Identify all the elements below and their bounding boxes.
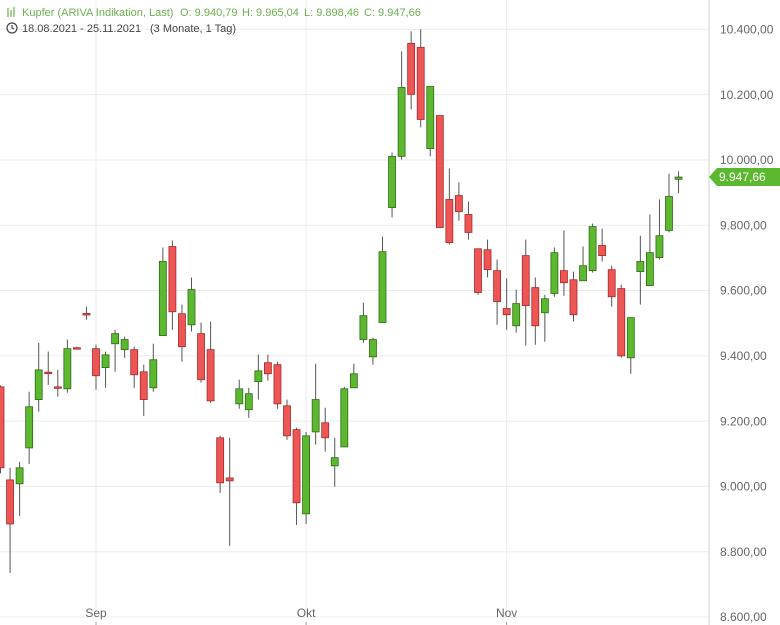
candle-body: [63, 348, 72, 390]
candle-body: [197, 333, 205, 381]
candle-body: [206, 349, 215, 402]
candle-body: [139, 371, 148, 400]
x-tick-label: Nov: [496, 606, 517, 620]
candle-body: [92, 348, 100, 377]
last-price-badge: [709, 168, 780, 187]
y-tick-label: 9.000,00: [720, 480, 767, 494]
clock-icon: [6, 22, 18, 34]
candle-body: [178, 313, 186, 348]
candle-body: [73, 347, 81, 350]
ohlc-label: C: 9.947,66: [364, 7, 421, 19]
candle-body: [120, 339, 129, 351]
y-tick-label: 9.400,00: [720, 349, 767, 363]
candle-body: [550, 252, 559, 294]
chart-title: Kupfer (ARIVA Indikation, Last): [22, 7, 173, 19]
candle-body: [25, 406, 34, 449]
candle-body: [254, 370, 263, 383]
candle-body: [579, 265, 587, 282]
x-tick-label: Okt: [297, 606, 316, 620]
candle-body: [44, 371, 53, 375]
candle-body: [158, 261, 167, 336]
candle-body: [330, 457, 339, 467]
y-tick-label: 10.200,00: [720, 88, 774, 102]
y-tick-label: 8.600,00: [720, 610, 767, 624]
candle-body: [369, 339, 377, 358]
candle-body: [416, 46, 425, 120]
candle-body: [149, 359, 158, 389]
candle-body: [302, 435, 311, 515]
candle-body: [359, 315, 368, 340]
candle-body: [464, 214, 473, 233]
y-tick-label: 9.600,00: [720, 284, 767, 298]
candle-body: [607, 269, 616, 298]
x-tick-label: Sep: [85, 606, 107, 620]
candle-body: [168, 246, 177, 313]
candle-body: [15, 467, 24, 485]
candle-body: [636, 261, 645, 273]
y-tick-label: 10.400,00: [720, 23, 774, 37]
period: (3 Monate, 1 Tag): [150, 23, 236, 35]
y-tick-label: 9.800,00: [720, 218, 767, 232]
candle-body: [225, 477, 234, 482]
candle-body: [435, 115, 444, 228]
candle-body: [321, 422, 330, 439]
candle-body: [187, 289, 196, 326]
candle-body: [493, 270, 502, 303]
subtitle: 18.08.2021 - 25.11.2021: [22, 23, 141, 35]
candle-body: [6, 479, 14, 525]
candle-body: [674, 176, 683, 180]
candle-body: [512, 303, 521, 327]
candle-body: [378, 251, 387, 323]
candle-body: [445, 199, 454, 243]
candle-body: [349, 373, 358, 389]
candle-body: [646, 252, 654, 287]
candle-body: [130, 349, 139, 376]
candle-body: [397, 87, 406, 157]
candle-body: [53, 386, 62, 389]
candle-body: [454, 195, 463, 212]
candle-body: [82, 312, 91, 316]
last-price-label: 9.947,66: [719, 170, 766, 184]
candle-body: [540, 298, 549, 314]
candle-body: [292, 429, 301, 504]
header-icon: [7, 7, 15, 17]
ohlc-label: H: 9.965,04: [242, 7, 299, 19]
candle-body: [588, 226, 597, 272]
candle-body: [273, 364, 282, 405]
candle-body: [655, 235, 664, 258]
candle-body: [531, 287, 540, 327]
candle-body: [216, 437, 225, 484]
candle-body: [502, 308, 511, 316]
ohlc-label: O: 9.940,79: [180, 7, 238, 19]
y-tick-label: 8.800,00: [720, 545, 767, 559]
ohlc-label: L: 9.898,46: [304, 7, 359, 19]
candle-body: [101, 354, 110, 368]
candle-body: [311, 399, 320, 433]
candle-body: [244, 393, 253, 411]
candle-body: [426, 86, 435, 149]
y-tick-label: 10.000,00: [720, 153, 774, 167]
candle-body: [665, 196, 673, 231]
candle-body: [569, 279, 578, 316]
candle-body: [474, 248, 482, 293]
candle-body: [0, 386, 5, 469]
candle-body: [263, 362, 272, 375]
candle-body: [617, 288, 626, 357]
candle-body: [388, 155, 396, 209]
candle-body: [407, 43, 416, 95]
candle-body: [111, 333, 119, 345]
candle-body: [483, 249, 492, 271]
y-tick-label: 9.200,00: [720, 414, 767, 428]
candle-body: [521, 255, 530, 306]
candle-body: [283, 405, 291, 437]
candle-body: [34, 369, 43, 400]
candle-body: [560, 270, 568, 284]
candle-body: [626, 317, 635, 359]
candle-body: [598, 245, 607, 257]
candle-body: [340, 388, 349, 448]
candle-body: [235, 388, 244, 405]
